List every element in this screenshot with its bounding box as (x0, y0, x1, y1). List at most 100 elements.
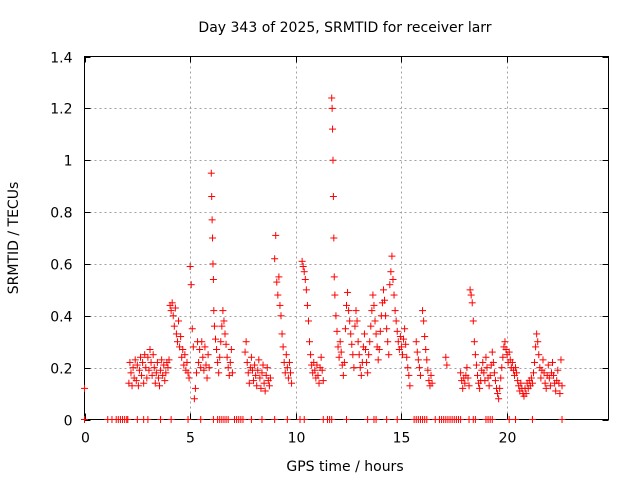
data-point-zero (488, 416, 496, 423)
data-point (374, 356, 382, 364)
data-point (517, 379, 525, 387)
data-point (311, 366, 319, 374)
data-point-zero (505, 416, 513, 423)
data-point (344, 288, 352, 296)
data-point (132, 377, 140, 385)
data-point (336, 338, 344, 346)
data-point-zero (512, 416, 520, 423)
data-point (143, 374, 151, 382)
data-point (391, 307, 399, 315)
data-point (482, 353, 490, 361)
data-point (215, 369, 223, 377)
data-point-zero (124, 416, 132, 423)
data-point (317, 353, 325, 361)
data-point (172, 330, 180, 338)
data-point (253, 382, 261, 390)
data-point (346, 317, 354, 325)
data-point (173, 338, 181, 346)
data-point (545, 374, 553, 382)
data-point (393, 327, 401, 335)
data-point (169, 312, 177, 320)
data-point (314, 371, 322, 379)
data-point-zero (558, 416, 566, 423)
data-point (398, 351, 406, 359)
data-point (442, 353, 450, 361)
data-point-zero (184, 416, 192, 423)
data-point (259, 361, 267, 369)
data-point (283, 364, 291, 372)
data-point-zero (457, 416, 465, 423)
chart-title: Day 343 of 2025, SRMTID for receiver lar… (198, 20, 491, 36)
data-point (241, 348, 249, 356)
data-point (505, 348, 513, 356)
data-point (466, 286, 474, 294)
data-point-zero (81, 416, 88, 423)
data-point (369, 291, 377, 299)
data-point (461, 379, 469, 387)
data-point (527, 374, 535, 382)
data-point (204, 351, 212, 359)
data-point (208, 216, 216, 224)
x-tick-label: 10 (288, 431, 306, 447)
data-point (539, 356, 547, 364)
data-point (421, 333, 429, 341)
data-point (345, 307, 353, 315)
data-point (187, 281, 195, 289)
data-point (210, 322, 218, 330)
data-point (156, 382, 164, 390)
data-point (388, 252, 396, 260)
data-point (331, 291, 339, 299)
data-point (474, 371, 481, 379)
data-point (168, 299, 176, 307)
data-point (352, 307, 360, 315)
data-point (546, 382, 554, 390)
data-point (554, 366, 562, 374)
data-point (148, 371, 156, 379)
data-point (508, 358, 516, 366)
data-point-zero (393, 416, 401, 423)
data-point (222, 340, 230, 348)
data-point (315, 379, 323, 387)
data-point (472, 361, 480, 369)
data-point (250, 377, 258, 385)
data-point (151, 379, 159, 387)
data-point (81, 384, 88, 392)
data-point (150, 364, 158, 372)
data-point (328, 94, 336, 102)
data-point (201, 343, 209, 351)
data-point (549, 358, 557, 366)
x-tick-label: 20 (499, 431, 517, 447)
data-point (376, 327, 384, 335)
data-point (299, 263, 307, 271)
data-point (157, 366, 165, 374)
data-point (318, 366, 326, 374)
data-point (402, 340, 410, 348)
data-point (285, 358, 293, 366)
data-point (424, 366, 432, 374)
data-point (282, 351, 290, 359)
data-point-zero (283, 416, 291, 423)
data-point (470, 338, 478, 346)
data-point (279, 343, 287, 351)
y-tick-label: 0.6 (50, 258, 72, 274)
data-point (277, 312, 285, 320)
data-point (328, 104, 336, 112)
data-point (140, 379, 148, 387)
data-point (355, 351, 363, 359)
data-point (228, 369, 236, 377)
data-point (275, 273, 283, 281)
data-point (307, 351, 315, 359)
data-point (386, 281, 394, 289)
data-point (203, 374, 211, 382)
data-point (491, 377, 499, 385)
data-point (362, 345, 370, 353)
y-tick-label: 0 (64, 414, 73, 430)
data-point (498, 364, 506, 372)
data-point (218, 322, 226, 330)
data-point (288, 379, 296, 387)
data-point (423, 356, 431, 364)
data-point (384, 338, 392, 346)
data-point (134, 382, 142, 390)
data-point (161, 377, 169, 385)
data-point (245, 379, 253, 387)
